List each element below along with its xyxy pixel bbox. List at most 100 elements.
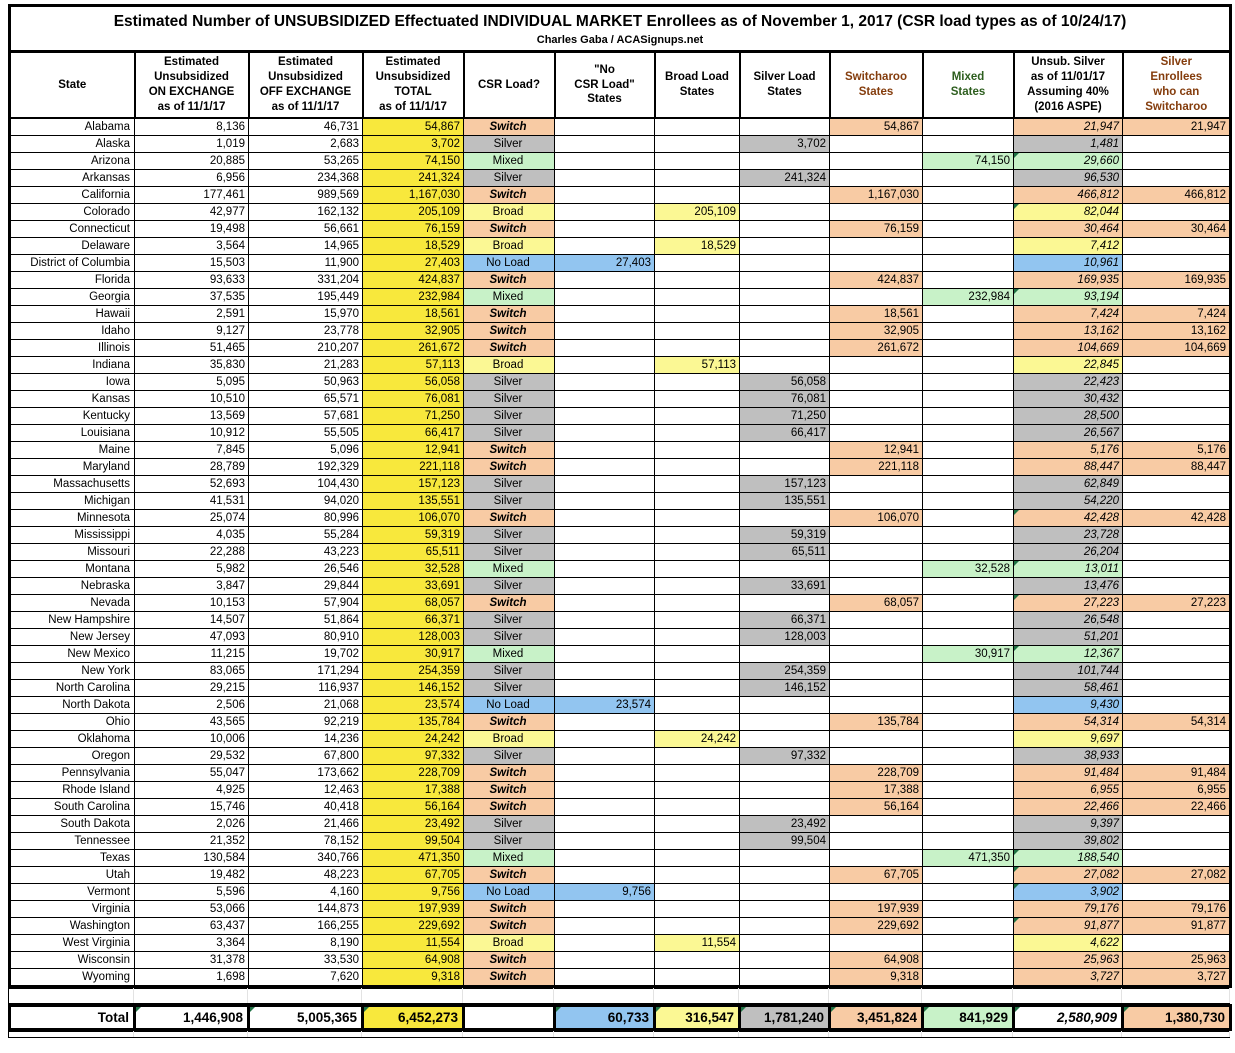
cell-no-csr-load [554,934,655,952]
cell-broad-load [654,662,740,680]
table-row: Alabama 8,136 46,731 54,867 Switch 54,867 21,9… [9,117,1232,136]
cell-broad-load [654,186,740,204]
cell-mixed [922,883,1014,901]
cell-state: Idaho [9,322,135,340]
cell-unsub-silver: 25,963 [1013,951,1123,969]
cell-mixed [922,611,1014,629]
cell-broad-load [654,169,740,187]
spreadsheet: Estimated Number of UNSUBSIDIZED Effectu… [0,4,1235,1053]
cell-no-csr-load [554,560,655,578]
cell-unsub-silver: 13,476 [1013,577,1123,595]
cell-off-exchange: 19,702 [248,645,363,663]
table-row: Rhode Island 4,925 12,463 17,388 Switch 17,38… [9,781,1232,799]
table-row: Michigan 41,531 94,020 135,551 Silver 135,551… [9,492,1232,510]
total-off-exchange: 5,005,365 [247,1004,364,1031]
cell-no-csr-load [554,747,655,765]
cell-mixed [922,254,1014,272]
cell-no-csr-load [554,220,655,238]
cell-total: 66,417 [362,424,464,442]
cell-no-csr-load [554,968,655,987]
cell-silver-load [739,764,830,782]
cell-mixed [922,594,1014,612]
cell-state: Montana [9,560,135,578]
cell-mixed [922,458,1014,476]
cell-state: North Carolina [9,679,135,697]
cell-state: Virginia [9,900,135,918]
table-row: Nevada 10,153 57,904 68,057 Switch 68,057 27,2… [9,594,1232,612]
cell-unsub-silver: 27,223 [1013,594,1123,612]
cell-csr-load: Broad [463,203,555,221]
cell-broad-load: 11,554 [654,934,740,952]
cell-no-csr-load [554,951,655,969]
cell-on-exchange: 53,066 [134,900,249,918]
cell-total: 76,159 [362,220,464,238]
cell-silver-switcharoo [1121,645,1232,663]
cell-off-exchange: 989,569 [248,186,363,204]
cell-silver-load [739,951,830,969]
flag-triangle-icon [1014,918,1019,923]
cell-silver-switcharoo: 27,223 [1121,594,1232,612]
cell-csr-load: Switch [463,441,555,459]
cell-unsub-silver: 188,540 [1013,849,1123,867]
cell-on-exchange: 21,352 [134,832,249,850]
cell-state: District of Columbia [9,254,135,272]
cell-unsub-silver: 51,201 [1013,628,1123,646]
cell-silver-load: 33,691 [739,577,830,595]
cell-off-exchange: 14,965 [248,237,363,255]
cell-broad-load [654,679,740,697]
table-row: Oklahoma 10,006 14,236 24,242 Broad 24,242 9,6… [9,730,1232,748]
cell-total: 18,529 [362,237,464,255]
cell-switcharoo [829,543,923,561]
cell-unsub-silver: 26,567 [1013,424,1123,442]
cell-mixed [922,866,1014,884]
cell-on-exchange: 20,885 [134,152,249,170]
cell-state: Massachusetts [9,475,135,493]
table-row: Iowa 5,095 50,963 56,058 Silver 56,058 22,423 [9,373,1232,391]
cell-off-exchange: 33,530 [248,951,363,969]
cell-total: 74,150 [362,152,464,170]
cell-on-exchange: 177,461 [134,186,249,204]
cell-mixed [922,917,1014,935]
cell-silver-switcharoo [1121,679,1232,697]
cell-total: 67,705 [362,866,464,884]
cell-switcharoo: 261,672 [829,339,923,357]
cell-on-exchange: 3,364 [134,934,249,952]
cell-total: 54,867 [362,117,464,136]
cell-on-exchange: 22,288 [134,543,249,561]
cell-mixed [922,271,1014,289]
cell-on-exchange: 10,912 [134,424,249,442]
cell-switcharoo: 17,388 [829,781,923,799]
cell-csr-load: Silver [463,373,555,391]
cell-total: 135,784 [362,713,464,731]
cell-switcharoo [829,526,923,544]
cell-mixed [922,781,1014,799]
total-mixed: 841,929 [921,1004,1015,1031]
title-row: Estimated Number of UNSUBSIDIZED Effectu… [7,4,1233,53]
cell-mixed [922,237,1014,255]
cell-total: 1,167,030 [362,186,464,204]
cell-state: New Mexico [9,645,135,663]
col-header-broad-load: Broad Load States [653,50,741,119]
cell-state: Maine [9,441,135,459]
cell-state: Georgia [9,288,135,306]
cell-switcharoo [829,883,923,901]
cell-on-exchange: 7,845 [134,441,249,459]
cell-on-exchange: 3,564 [134,237,249,255]
cell-silver-load [739,152,830,170]
cell-mixed [922,203,1014,221]
cell-silver-switcharoo [1121,475,1232,493]
cell-on-exchange: 35,830 [134,356,249,374]
cell-silver-load [739,968,830,987]
cell-state: Illinois [9,339,135,357]
cell-off-exchange: 57,681 [248,407,363,425]
cell-switcharoo: 18,561 [829,305,923,323]
cell-switcharoo [829,747,923,765]
cell-switcharoo [829,475,923,493]
cell-silver-switcharoo [1121,611,1232,629]
table-row: New Hampshire 14,507 51,864 66,371 Silver 66,… [9,611,1232,629]
flag-triangle-icon [365,1008,369,1012]
table-row: Massachusetts 52,693 104,430 157,123 Silver 1… [9,475,1232,493]
cell-csr-load: Silver [463,492,555,510]
cell-switcharoo: 106,070 [829,509,923,527]
cell-csr-load: Switch [463,866,555,884]
